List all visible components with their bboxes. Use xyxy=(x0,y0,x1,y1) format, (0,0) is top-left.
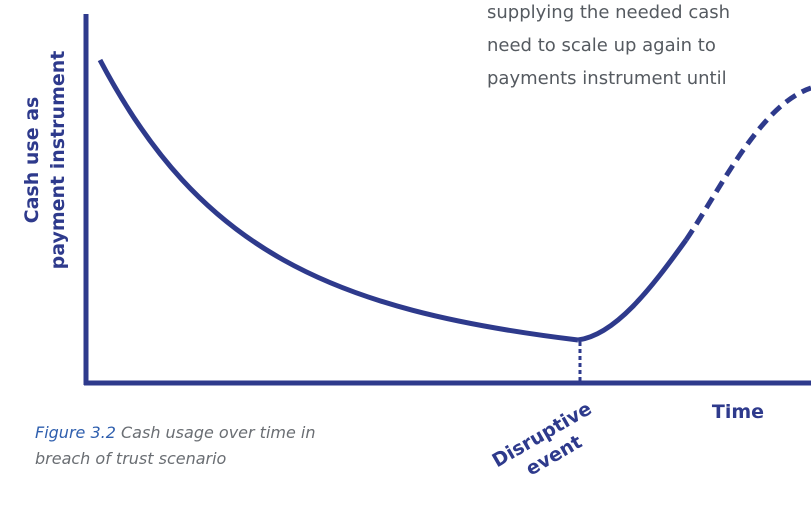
y-label-line: payment instrument xyxy=(47,51,69,270)
projected-curve xyxy=(683,85,811,242)
caption-text: Cash usage over time in xyxy=(121,423,316,442)
x-axis-label: Time xyxy=(712,401,764,423)
text-line: supplying the needed cash xyxy=(487,2,730,23)
y-label-line: Cash use as xyxy=(21,97,43,224)
text-block: supplying the needed cash need to scale … xyxy=(487,2,730,89)
decline-curve xyxy=(97,58,579,343)
text-line: need to scale up again to xyxy=(487,35,716,56)
caption-number: Figure 3.2 xyxy=(35,423,116,442)
caption: Figure 3.2 Cash usage over time in breac… xyxy=(35,423,316,468)
y-axis-label: Cash use as payment instrument xyxy=(21,51,69,270)
recovery-curve xyxy=(577,238,689,343)
caption-line: breach of trust scenario xyxy=(35,449,227,468)
text-line: payments instrument until xyxy=(487,68,727,89)
caption-line: Figure 3.2 Cash usage over time in xyxy=(35,423,316,442)
event-label: Disruptive event xyxy=(488,398,595,481)
